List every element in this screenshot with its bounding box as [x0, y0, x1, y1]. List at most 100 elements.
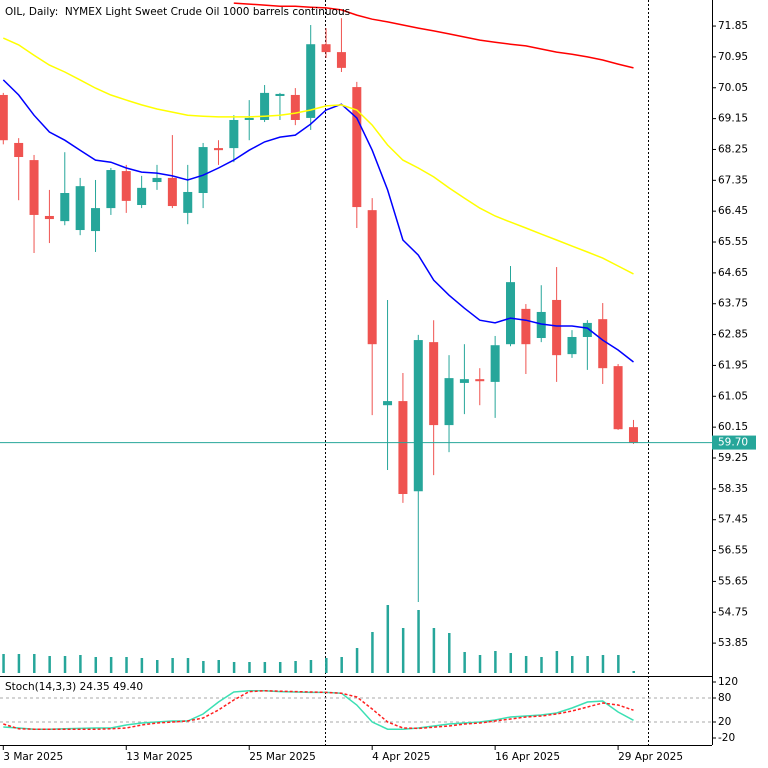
y-tick-label: 71.85 [718, 20, 748, 32]
x-tick-label: 25 Mar 2025 [249, 751, 316, 763]
indicator-line [2, 79, 634, 363]
y-tick-label: 68.25 [718, 143, 748, 155]
candle-body [152, 177, 162, 183]
y-tick-label: 66.45 [718, 205, 748, 217]
y-tick-label: 70.05 [718, 82, 748, 94]
volume-bar [417, 610, 420, 673]
volume-bar [140, 658, 144, 673]
y-tick-label: 65.55 [718, 236, 748, 248]
chart-title: OIL, Daily: NYMEX Light Sweet Crude Oil … [5, 6, 350, 18]
y-tick-label: 53.85 [718, 637, 748, 649]
x-tick-label: 4 Apr 2025 [372, 751, 430, 763]
candle-body [506, 282, 516, 345]
volume-bar [325, 658, 328, 673]
y-tick-label: 60.15 [718, 421, 748, 433]
y-tick-label: 120 [718, 676, 738, 688]
plot: 71.85 70.95 70.05 69.15 68.25 67.35 66.45 65.55… [0, 2, 756, 763]
y-tick-label: 80 [718, 692, 731, 704]
indicator-line [233, 2, 634, 69]
y-tick-label: 58.35 [718, 483, 748, 495]
volume-bar [63, 656, 67, 673]
volume-bar [294, 661, 297, 673]
y-tick-label: 69.15 [718, 113, 748, 125]
volume-bar [202, 661, 205, 673]
volume-bar [263, 662, 267, 673]
volume-bar [232, 662, 236, 673]
volume-bar [478, 655, 482, 673]
candle-body [613, 366, 623, 430]
volume-bar [33, 654, 36, 673]
candle-body [536, 311, 546, 339]
volume-bar [278, 662, 282, 673]
volume-bar [432, 628, 436, 673]
y-tick-label: 62.85 [718, 329, 748, 341]
volume-bar [156, 660, 159, 673]
candle-body [60, 193, 70, 222]
last-price-label: 59.70 [718, 437, 748, 449]
x-tick-label: 29 Apr 2025 [618, 751, 683, 763]
volume-bar [586, 656, 589, 673]
volume-bar [494, 651, 497, 673]
indicator-value: 24.35 [80, 681, 110, 693]
volume-bar [125, 657, 128, 673]
candle-body [198, 147, 208, 194]
volume-bar [355, 648, 359, 673]
candle-body [14, 142, 24, 158]
candle-body [260, 92, 270, 120]
y-tick-label: 55.65 [718, 575, 748, 587]
candle-body [306, 44, 316, 118]
volume-bar [186, 658, 190, 673]
candle-body [137, 187, 147, 206]
volume-bar [79, 655, 82, 673]
candle-body [321, 44, 331, 53]
last-price-box [712, 435, 756, 450]
volume-bar [340, 657, 343, 673]
candle-body [552, 299, 562, 356]
x-tick-label: 3 Mar 2025 [3, 751, 63, 763]
candle-body [490, 345, 500, 382]
indicator-value: 49.40 [113, 681, 143, 693]
y-tick-label: 20 [718, 716, 731, 728]
y-tick-label: 63.75 [718, 298, 748, 310]
candle-body [213, 148, 223, 151]
candle-body [229, 119, 239, 149]
candle-body [0, 94, 8, 141]
volume-bar [570, 656, 574, 673]
candle-body [29, 160, 39, 215]
y-tick-label: 59.25 [718, 452, 748, 464]
candle-body [244, 117, 254, 120]
y-tick-label: 67.35 [718, 174, 748, 186]
volume-bar [524, 656, 528, 673]
volume-bar [509, 653, 513, 673]
candle-body [75, 186, 85, 231]
candle-body [352, 87, 362, 208]
y-tick-label: 64.65 [718, 267, 748, 279]
indicator-line [3, 690, 634, 730]
volume-bar [617, 655, 620, 673]
y-tick-label: 54.75 [718, 606, 748, 618]
indicator-title: Stoch(14,3,3) [5, 681, 76, 693]
candle-body [444, 378, 454, 426]
candle-body [521, 308, 531, 345]
y-tick-label: 57.45 [718, 514, 748, 526]
x-tick-label: 13 Mar 2025 [126, 751, 193, 763]
candle-body [290, 94, 300, 120]
volume-bar [401, 628, 405, 673]
candle-body [582, 322, 592, 337]
volume-bar [371, 632, 374, 673]
candle-body [367, 210, 377, 345]
candle-body [567, 336, 577, 355]
candle-body [91, 208, 101, 232]
candle-body [336, 52, 346, 68]
volume-bar [217, 660, 220, 673]
y-tick-label: 70.95 [718, 51, 748, 63]
volume-bar [555, 651, 559, 673]
candle-body [628, 427, 638, 443]
candle-body [183, 191, 193, 213]
volume-bar [171, 658, 174, 673]
y-tick-label: -20 [718, 732, 735, 744]
volume-bar [601, 655, 605, 673]
